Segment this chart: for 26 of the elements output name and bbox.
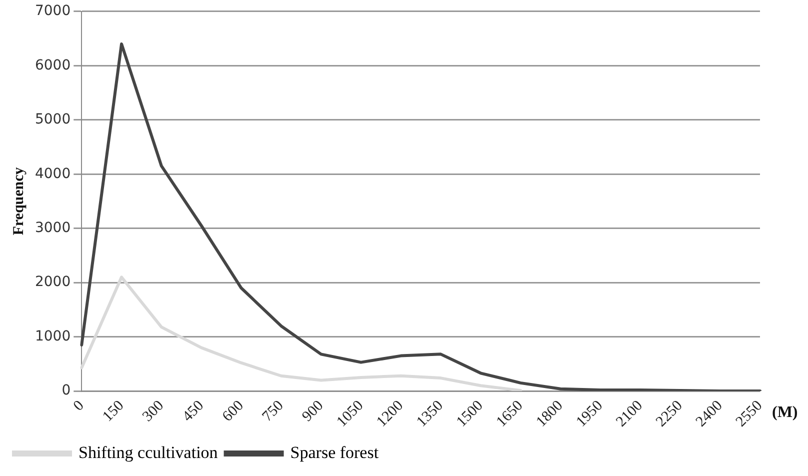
x-tick-label: 1650 bbox=[494, 398, 526, 430]
x-tick-label: 1500 bbox=[454, 398, 486, 430]
x-tick-label: 1050 bbox=[334, 398, 367, 430]
y-tick-label: 3000 bbox=[34, 220, 71, 236]
x-tick-label: 150 bbox=[100, 398, 128, 425]
x-tick-label: 300 bbox=[140, 398, 168, 425]
x-tick-label: 1950 bbox=[573, 398, 606, 430]
y-tick-label: 5000 bbox=[34, 112, 71, 128]
y-tick-label: 1000 bbox=[34, 328, 71, 344]
y-tick-label: 2000 bbox=[34, 274, 71, 290]
y-tick-label: 6000 bbox=[34, 57, 71, 74]
legend-label: Sparse forest bbox=[290, 442, 379, 462]
x-tick-label: 450 bbox=[180, 398, 207, 425]
legend-label: Shifting ccultivation bbox=[78, 442, 218, 462]
x-axis-title: (M) bbox=[772, 404, 798, 422]
y-tick-label: 7000 bbox=[34, 3, 71, 20]
x-tick-label: 1350 bbox=[414, 398, 446, 430]
x-tick-label: 900 bbox=[299, 398, 327, 425]
x-tick-label: 1800 bbox=[534, 398, 566, 430]
x-tick-label: 600 bbox=[220, 398, 247, 425]
y-tick-label: 0 bbox=[62, 382, 71, 399]
x-tick-label: 750 bbox=[260, 398, 287, 425]
y-tick-label: 4000 bbox=[34, 166, 71, 182]
y-axis-title: Frequency bbox=[10, 166, 27, 236]
x-tick-label: 0 bbox=[70, 398, 88, 414]
x-tick-label: 1200 bbox=[374, 398, 406, 430]
